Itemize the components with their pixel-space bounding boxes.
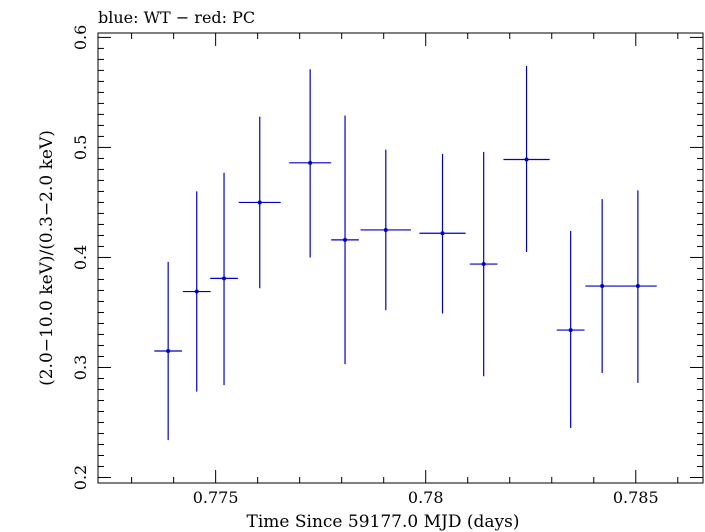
point-marker [194,289,199,294]
y-axis-label: (2.0−10.0 keV)/(0.3−2.0 keV) [37,130,57,386]
data-point [585,199,619,373]
data-point [360,149,412,311]
y-tick-label: 0.3 [71,355,90,380]
data-point [289,69,332,258]
data-point [182,191,211,392]
point-marker [568,328,573,333]
point-marker [222,276,227,281]
plot-frame [97,32,704,484]
data-point [238,116,281,289]
data-point [503,66,550,252]
data-point [154,261,183,441]
point-marker [440,231,445,236]
point-marker [524,157,529,162]
axis-ticks: 0.775 0.78 0.785 0.2 0.3 0.4 0.5 0.6 [71,25,703,507]
data-point [469,151,498,377]
data-marks [154,66,657,441]
y-tick-label: 0.5 [71,135,90,160]
data-point [331,115,359,365]
point-marker [600,284,605,289]
chart-title: blue: WT − red: PC [98,8,255,27]
x-axis-label: Time Since 59177.0 MJD (days) [247,512,520,532]
point-marker [481,262,486,267]
y-tick-label: 0.4 [71,245,90,270]
x-tick-label: 0.78 [408,488,444,507]
data-point [419,154,466,314]
data-point [618,190,657,383]
point-marker [166,348,171,353]
point-marker [308,160,313,165]
data-point [210,172,238,386]
y-tick-label: 0.6 [71,25,90,50]
point-marker [257,200,262,205]
data-point [556,231,585,428]
point-marker [383,227,388,232]
x-tick-label: 0.775 [193,488,239,507]
x-tick-label: 0.785 [613,488,659,507]
y-tick-label: 0.2 [71,465,90,490]
point-marker [343,237,348,242]
point-marker [635,284,640,289]
